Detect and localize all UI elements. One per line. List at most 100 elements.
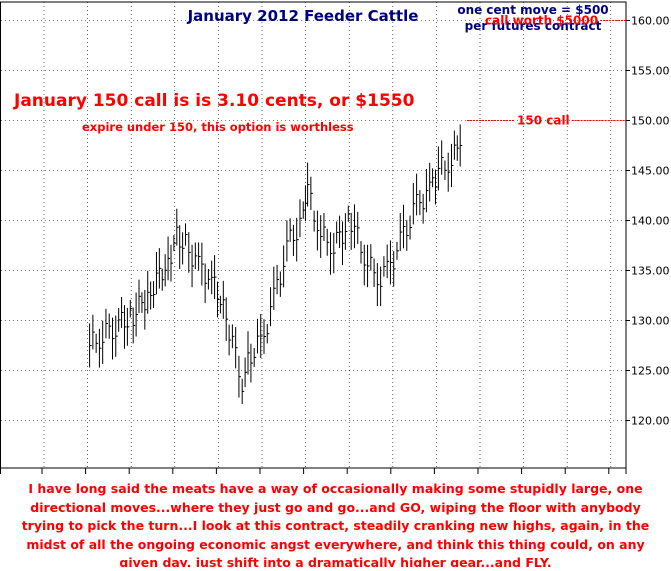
ohlc-bar	[376, 263, 380, 307]
ohlc-bar	[167, 236, 171, 281]
ohlc-bar	[313, 210, 317, 232]
ohlc-bar	[307, 162, 310, 207]
ohlc-bar	[105, 308, 108, 339]
ohlc-bar	[138, 279, 142, 314]
ohlc-bar	[176, 208, 179, 246]
ohlc-bar	[102, 320, 105, 364]
ohlc-bar	[216, 281, 220, 318]
ohlc-bar	[316, 210, 320, 251]
ohlc-bar	[111, 317, 115, 360]
y-tick-label: 145.00	[631, 165, 670, 178]
y-tick-label: 150.00	[631, 115, 670, 128]
ohlc-bar	[201, 242, 204, 286]
ohlc-bar	[144, 289, 147, 330]
ohlc-bar	[118, 308, 121, 332]
ohlc-bar	[393, 251, 396, 287]
ohlc-bar	[129, 299, 133, 318]
ohlc-bar	[453, 130, 457, 160]
ohlc-bar	[235, 327, 238, 369]
ohlc-bar	[299, 199, 302, 238]
expiry-note-annotation: expire under 150, this option is worthle…	[82, 120, 354, 134]
ohlc-bar	[273, 266, 276, 310]
y-tick-label: 155.00	[631, 65, 670, 78]
ohlc-bar	[370, 244, 373, 271]
ohlc-bar	[459, 124, 463, 167]
ohlc-bar	[198, 242, 201, 271]
ohlc-bar	[207, 268, 211, 290]
ohlc-bar	[329, 232, 333, 275]
ohlc-bar	[323, 213, 326, 241]
ohlc-bar	[132, 307, 136, 344]
ohlc-bar	[429, 162, 432, 202]
ohlc-bar	[302, 201, 306, 219]
ohlc-bar	[164, 254, 168, 287]
ohlc-bar	[170, 244, 173, 282]
ohlc-bar	[158, 248, 162, 289]
chart-subtitle-line: per futures contract	[465, 19, 602, 33]
ohlc-bar	[141, 292, 144, 313]
ohlc-bar	[161, 268, 165, 291]
ohlc-bar	[383, 256, 386, 277]
ohlc-bar	[353, 204, 357, 249]
ohlc-bar	[419, 190, 422, 216]
commentary-caption: I have long said the meats have a way of…	[0, 474, 671, 567]
ohlc-bar	[399, 213, 403, 252]
ohlc-bar	[214, 255, 217, 300]
ohlc-bar	[225, 297, 229, 341]
y-tick-label: 125.00	[631, 365, 670, 378]
ohlc-bar	[409, 215, 413, 240]
ohlc-bar	[276, 264, 280, 295]
ohlc-bar	[241, 378, 245, 404]
ohlc-bar	[286, 220, 289, 262]
ohlc-bar	[367, 244, 370, 288]
ohlc-bar	[373, 258, 377, 287]
ohlc-bar	[396, 241, 399, 260]
ohlc-bar	[123, 305, 127, 349]
ohlc-bar	[238, 355, 241, 398]
ohlc-bar	[450, 143, 454, 188]
ohlc-bar	[380, 266, 383, 307]
y-tick-label: 135.00	[631, 265, 670, 278]
y-tick-label: 130.00	[631, 315, 670, 328]
ohlc-bar	[173, 235, 176, 252]
ohlc-bar	[422, 193, 426, 224]
ohlc-bar	[266, 324, 270, 344]
ohlc-bar	[256, 318, 260, 354]
ohlc-bar	[283, 245, 286, 288]
level-label: call worth $5000	[485, 14, 598, 28]
ohlc-bar	[179, 225, 182, 269]
ohlc-bar	[92, 314, 95, 350]
ohlc-bar	[350, 212, 354, 250]
ohlc-bar	[98, 328, 102, 368]
y-tick-label: 140.00	[631, 215, 670, 228]
ohlc-bar	[228, 324, 232, 356]
ohlc-bar	[219, 295, 223, 314]
ohlc-bar	[155, 251, 159, 295]
ohlc-bar	[182, 232, 185, 265]
y-tick-label: 160.00	[631, 15, 670, 28]
ohlc-bar	[153, 281, 156, 308]
ohlc-bar	[231, 324, 235, 349]
ohlc-bar	[147, 270, 150, 314]
ohlc-bar	[336, 221, 339, 244]
ohlc-bar	[115, 315, 118, 357]
ohlc-bar	[347, 205, 351, 222]
ohlc-bar	[416, 173, 419, 216]
plot-frame	[0, 1, 627, 469]
ohlc-bar	[263, 319, 266, 354]
ohlc-bar	[191, 244, 195, 288]
ohlc-bar	[270, 287, 273, 327]
ohlc-bar	[194, 242, 198, 270]
ohlc-bar	[339, 215, 342, 249]
ohlc-bar	[320, 215, 323, 258]
chart-subtitle-line: one cent move = $500	[457, 3, 608, 17]
ohlc-bar	[253, 347, 257, 367]
ohlc-bar	[279, 271, 283, 297]
ohlc-bar	[121, 297, 124, 328]
ohlc-bar	[150, 281, 153, 310]
option-price-annotation: January 150 call is is 3.10 cents, or $1…	[13, 91, 415, 111]
ohlc-bar	[211, 260, 214, 295]
ohlc-bar	[432, 168, 435, 188]
ohlc-bar	[344, 213, 348, 250]
ohlc-bar	[456, 135, 460, 161]
